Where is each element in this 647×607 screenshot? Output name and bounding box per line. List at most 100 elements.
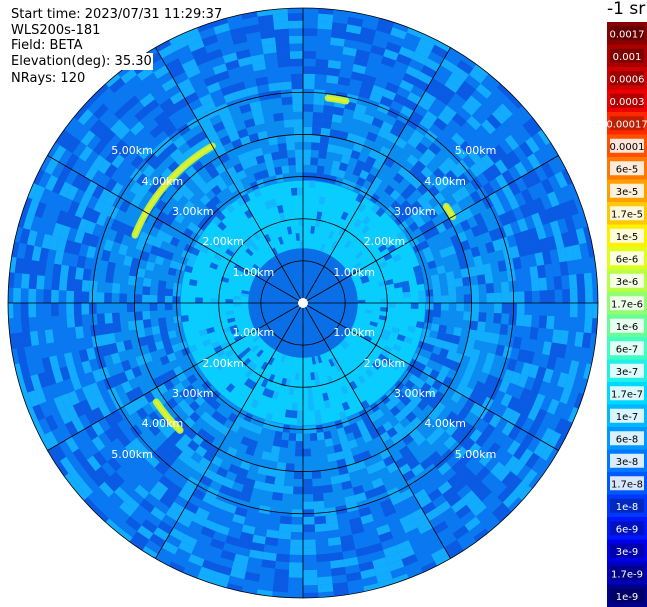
speckle-cell	[497, 103, 513, 120]
speckle-cell	[153, 481, 169, 495]
speckle-cell	[425, 432, 439, 446]
speckle-cell	[258, 22, 275, 32]
speckle-cell	[428, 409, 440, 421]
speckle-cell	[111, 312, 121, 323]
speckle-cell	[339, 473, 351, 483]
speckle-cell	[212, 420, 224, 432]
speckle-cell	[157, 295, 165, 303]
speckle-cell	[386, 107, 401, 120]
speckle-cell	[299, 240, 303, 249]
speckle-cell	[277, 142, 287, 152]
speckle-cell	[358, 506, 372, 518]
speckle-cell	[189, 400, 200, 412]
speckle-cell	[583, 272, 593, 289]
speckle-cell	[44, 158, 59, 175]
speckle-cell	[70, 215, 82, 230]
speckle-cell	[316, 211, 323, 220]
speckle-cell	[91, 184, 105, 199]
speckle-cell	[80, 460, 96, 476]
speckle-cell	[413, 488, 428, 502]
speckle-cell	[86, 245, 97, 259]
speckle-cell	[267, 136, 278, 146]
speckle-cell	[370, 44, 386, 57]
speckle-cell	[71, 173, 85, 189]
speckle-cell	[53, 128, 69, 146]
colorbar-label-bg	[610, 138, 644, 153]
speckle-cell	[342, 147, 353, 158]
speckle-cell	[406, 154, 419, 167]
speckle-cell	[81, 497, 98, 514]
speckle-cell	[184, 264, 194, 274]
speckle-cell	[385, 279, 394, 286]
speckle-cell	[393, 282, 403, 289]
speckle-cell	[203, 468, 217, 481]
speckle-cell	[397, 166, 410, 178]
speckle-cell	[562, 289, 571, 303]
speckle-cell	[337, 76, 351, 87]
speckle-cell	[484, 352, 496, 365]
speckle-cell	[361, 215, 371, 226]
speckle-cell	[13, 287, 22, 303]
speckle-cell	[264, 475, 276, 485]
speckle-cell	[447, 279, 456, 288]
speckle-cell	[104, 313, 113, 324]
speckle-cell	[197, 220, 208, 231]
speckle-cell	[217, 414, 228, 426]
speckle-cell	[223, 92, 237, 104]
speckle-cell	[136, 407, 149, 420]
speckle-cell	[383, 545, 399, 558]
speckle-cell	[574, 331, 584, 348]
speckle-cell	[104, 427, 118, 443]
speckle-cell	[439, 174, 452, 188]
speckle-cell	[414, 217, 426, 228]
speckle-cell	[192, 514, 207, 527]
speckle-cell	[316, 165, 325, 174]
colorbar-label-bg	[610, 431, 644, 446]
speckle-cell	[313, 89, 326, 98]
speckle-cell	[185, 166, 197, 178]
speckle-cell	[65, 185, 79, 201]
speckle-cell	[188, 39, 205, 52]
speckle-cell	[114, 104, 130, 120]
speckle-cell	[272, 13, 289, 23]
speckle-cell	[338, 434, 349, 444]
speckle-cell	[174, 382, 186, 394]
speckle-cell	[405, 389, 417, 401]
speckle-cell	[456, 250, 466, 262]
speckle-cell	[160, 425, 174, 439]
speckle-cell	[128, 537, 146, 553]
speckle-cell	[314, 66, 328, 75]
speckle-cell	[520, 432, 535, 449]
speckle-cell	[272, 438, 282, 448]
speckle-cell	[41, 233, 53, 250]
speckle-cell	[576, 273, 585, 289]
speckle-cell	[274, 476, 285, 486]
speckle-cell	[265, 529, 280, 539]
speckle-cell	[181, 534, 198, 548]
speckle-cell	[475, 330, 485, 342]
speckle-cell	[191, 46, 208, 59]
speckle-cell	[104, 178, 118, 193]
speckle-cell	[394, 411, 406, 423]
speckle-cell	[332, 106, 345, 116]
speckle-cell	[210, 390, 221, 401]
speckle-cell	[419, 117, 434, 130]
speckle-cell	[200, 411, 212, 423]
speckle-cell	[194, 395, 206, 407]
speckle-cell	[334, 145, 345, 155]
speckle-cell	[273, 576, 289, 585]
speckle-cell	[28, 288, 37, 303]
speckle-cell	[284, 409, 292, 418]
speckle-cell	[206, 326, 215, 334]
speckle-cell	[249, 549, 264, 560]
speckle-cell	[291, 524, 303, 533]
speckle-cell	[78, 145, 93, 162]
speckle-cell	[90, 324, 100, 337]
speckle-cell	[65, 436, 79, 453]
speckle-cell	[264, 536, 279, 547]
speckle-cell	[450, 391, 463, 404]
speckle-cell	[564, 215, 576, 232]
speckle-cell	[528, 227, 540, 242]
speckle-cell	[437, 462, 452, 476]
speckle-cell	[16, 347, 27, 364]
